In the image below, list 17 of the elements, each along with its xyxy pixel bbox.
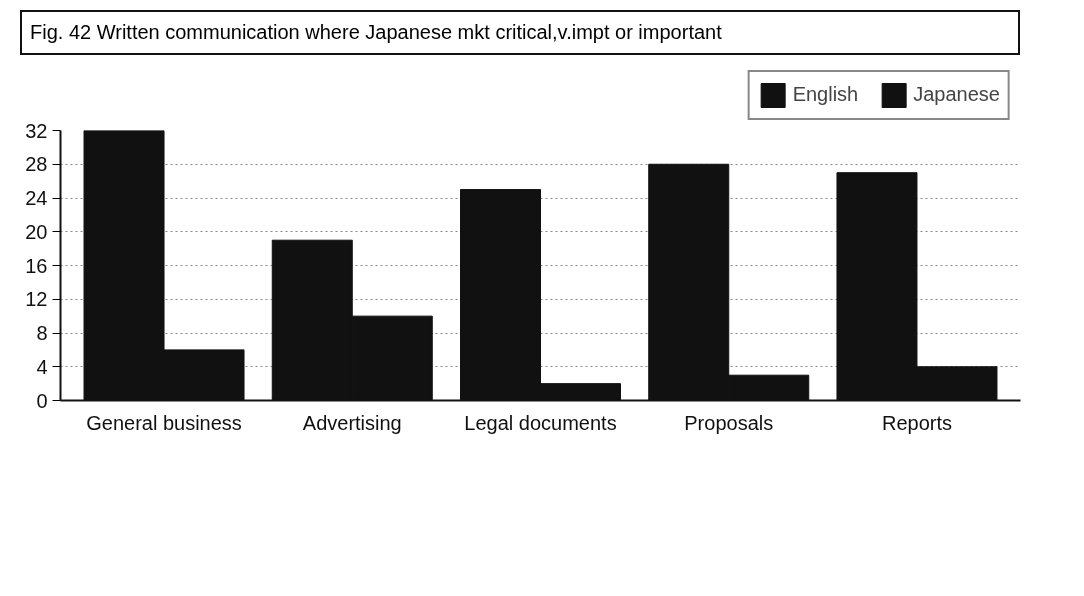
y-tick-label: 24 (25, 186, 48, 209)
y-tick-label: 20 (25, 220, 48, 243)
y-tick-label: 12 (25, 287, 48, 310)
y-tick-label: 4 (36, 355, 48, 378)
y-tick-label: 8 (36, 321, 48, 344)
y-tick-label: 16 (25, 254, 48, 277)
y-tick-label: 0 (36, 389, 48, 412)
x-tick-label: Proposals (684, 411, 774, 434)
chart-title: Fig. 42 Written communication where Japanese mkt critical,v.impt or important (30, 20, 722, 45)
x-tick-label: Reports (881, 411, 952, 434)
x-tick-label: General business (86, 411, 242, 434)
legend-label: English (792, 83, 859, 107)
x-tick-label: Legal documents (464, 411, 617, 434)
y-tick-label: 28 (25, 152, 48, 175)
x-tick-label: Advertising (302, 411, 402, 434)
y-tick-label: 32 (25, 119, 48, 142)
legend-label: Japanese (913, 83, 1000, 107)
